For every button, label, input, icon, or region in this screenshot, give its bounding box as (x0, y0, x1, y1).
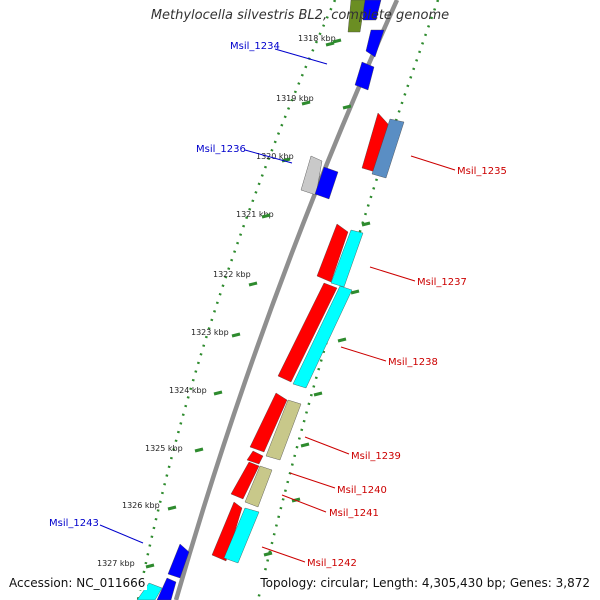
gene-arrow (362, 0, 382, 21)
gene-arrow (277, 282, 338, 383)
gene-arrow (347, 0, 366, 33)
scale-tick-mark (332, 38, 342, 44)
gene-label: Msil_1235 (457, 166, 507, 177)
gene-label: Msil_1238 (388, 357, 438, 368)
gene-label: Msil_1240 (337, 485, 387, 496)
gene-arrow (300, 155, 323, 196)
scale-tick-label: 1325 kbp (145, 444, 183, 453)
gene-arrow (314, 166, 339, 200)
scale-tick-label: 1321 kbp (236, 210, 274, 219)
gene-arrow (249, 392, 288, 453)
gene-arrow (316, 223, 349, 283)
scale-tick-mark (194, 447, 204, 453)
topology-text: Topology: circular; Length: 4,305,430 bp… (258, 576, 592, 590)
scale-tick-mark (325, 41, 335, 47)
scale-tick-mark (231, 332, 241, 338)
gene-arrow (223, 507, 260, 564)
gene-arrow (371, 118, 405, 179)
scale-tick-label: 1322 kbp (213, 270, 251, 279)
scale-tick-label: 1327 kbp (97, 559, 135, 568)
scale-tick-mark (313, 391, 323, 397)
map-title: Methylocella silvestris BL2, complete ge… (150, 8, 450, 23)
gene-arrow (330, 229, 364, 288)
scale-tick-mark (263, 551, 273, 557)
gene-arrow (244, 465, 273, 508)
gene-arrow (354, 61, 375, 91)
scale-tick-mark (342, 104, 352, 110)
gene-leader-line (261, 546, 306, 563)
scale-tick-label: 1319 kbp (276, 94, 314, 103)
gene-arrow (265, 399, 302, 461)
gene-leader-line (289, 472, 336, 489)
gene-arrow (136, 582, 163, 600)
gene-label: Msil_1239 (351, 451, 401, 462)
scale-tick-mark (301, 100, 311, 106)
gene-arrow (246, 450, 264, 465)
gene-leader-line (369, 266, 416, 282)
gene-label: Msil_1237 (417, 277, 467, 288)
scale-tick-label: 1323 kbp (191, 328, 229, 337)
gene-label: Msil_1234 (230, 41, 280, 52)
scale-tick-mark (350, 289, 360, 295)
scale-tick-label: 1320 kbp (256, 152, 294, 161)
gene-leader-line (410, 155, 456, 171)
scale-tick-mark (145, 563, 155, 569)
gene-leader-line (281, 494, 327, 513)
gene-arrow (292, 285, 353, 389)
gene-arrow (230, 461, 260, 500)
gene-leader-line (244, 149, 293, 164)
gene-label: Msil_1243 (49, 518, 99, 529)
gene-leader-line (99, 524, 144, 544)
gene-leader-line (340, 346, 387, 362)
gene-arrow (365, 29, 385, 58)
gene-leader-line (304, 436, 350, 455)
scale-tick-label: 1318 kbp (298, 34, 336, 43)
scale-tick-mark (300, 442, 310, 448)
gene-arrow (156, 577, 177, 600)
scale-tick-mark (213, 390, 223, 396)
gene-label: Msil_1241 (329, 508, 379, 519)
gene-label: Msil_1236 (196, 144, 246, 155)
scale-tick-mark (167, 505, 177, 511)
scale-tick-label: 1324 kbp (169, 386, 207, 395)
scale-tick-mark (337, 337, 347, 343)
gene-arrow (211, 501, 243, 562)
scale-tick-mark (248, 281, 258, 287)
gene-label: Msil_1242 (307, 558, 357, 569)
scale-tick-mark (361, 221, 371, 227)
scale-tick-mark (261, 213, 271, 219)
accession-text: Accession: NC_011666 (7, 576, 148, 590)
scale-tick-label: 1326 kbp (122, 501, 160, 510)
gene-leader-line (274, 48, 328, 65)
gene-arrow (167, 543, 190, 579)
